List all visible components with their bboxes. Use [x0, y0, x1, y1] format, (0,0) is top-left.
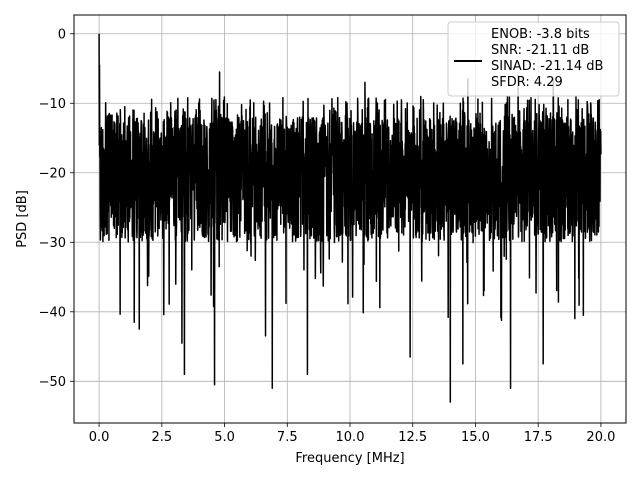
legend-snr: SNR: -21.11 dB — [491, 43, 589, 58]
legend-sfdr: SFDR: 4.29 — [491, 75, 563, 90]
x-tick-label: 12.5 — [398, 430, 427, 445]
x-tick-label: 15.0 — [461, 430, 490, 445]
ticks: 0.0 2.5 5.0 7.5 10.0 12.5 15.0 17.5 20.0 0 −10 −20 −… — [39, 27, 616, 445]
y-tick-label: 0 — [58, 27, 66, 42]
x-tick-label: 5.0 — [214, 430, 235, 445]
x-tick-label: 17.5 — [524, 430, 553, 445]
x-axis-label: Frequency [MHz] — [295, 451, 404, 466]
legend-enob: ENOB: -3.8 bits — [491, 27, 590, 42]
psd-line — [98, 33, 602, 403]
x-tick-label: 20.0 — [586, 430, 615, 445]
x-tick-label: 7.5 — [277, 430, 298, 445]
legend-box — [447, 21, 620, 97]
y-tick-label: −30 — [39, 236, 66, 251]
y-tick-label: −20 — [39, 166, 66, 181]
x-tick-label: 0.0 — [89, 430, 110, 445]
y-axis-label: PSD [dB] — [15, 190, 30, 248]
legend: ENOB: -3.8 bits SNR: -21.11 dB SINAD: -2… — [447, 21, 620, 97]
y-tick-label: −50 — [39, 375, 66, 390]
legend-sinad: SINAD: -21.14 dB — [491, 59, 603, 74]
y-tick-label: −40 — [39, 305, 66, 320]
y-tick-label: −10 — [39, 97, 66, 112]
psd-series — [98, 33, 602, 403]
x-tick-label: 2.5 — [151, 430, 172, 445]
x-tick-label: 10.0 — [336, 430, 365, 445]
